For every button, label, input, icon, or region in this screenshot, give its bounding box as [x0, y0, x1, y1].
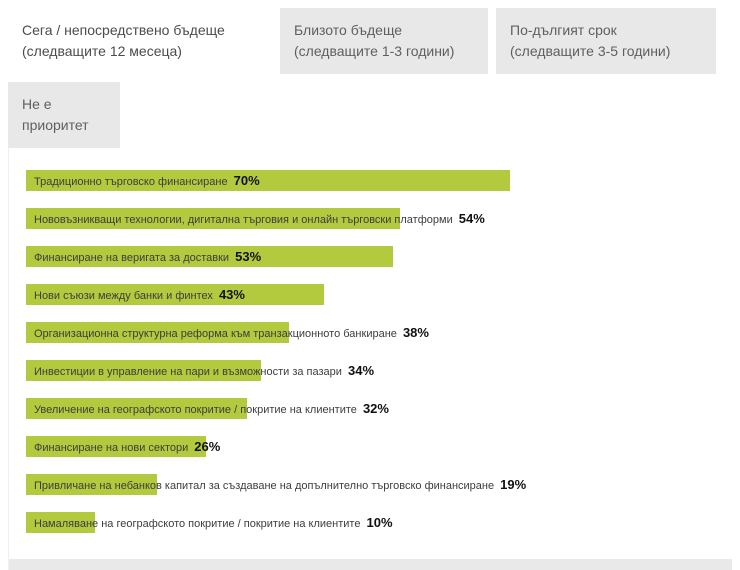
bar-row: Финансиране на веригата за доставки 53% [26, 246, 718, 267]
bar-value: 19% [500, 477, 527, 492]
bar-label: Намаляване на географското покритие / по… [34, 515, 393, 530]
bar [26, 208, 400, 229]
bar-value: 32% [362, 401, 389, 416]
tab-label-line1: Не е [22, 96, 52, 112]
bar-value: 10% [366, 515, 393, 530]
bar-value: 70% [233, 173, 260, 188]
bar [26, 246, 393, 267]
bar-rows: Традиционно търговско финансиране 70% Нов… [26, 170, 718, 533]
tabs-row-1: Сега / непосредствено бъдеще (следващите… [0, 0, 740, 74]
bar-label: Привличане на небанков капитал за създав… [34, 477, 527, 492]
tab-not-a-priority[interactable]: Не е приоритет [8, 82, 120, 148]
bar-value: 34% [348, 363, 375, 378]
bar [26, 360, 262, 381]
tab-label-line1: Сега / непосредствено бъдеще [22, 22, 225, 38]
bar-row: Нови съюзи между банки и финтех 43% [26, 284, 718, 305]
bar-row: Организационна структурна реформа към тр… [26, 322, 718, 343]
bar-label: Увеличение на географското покритие / по… [34, 401, 389, 416]
bar-value: 54% [458, 211, 485, 226]
horizontal-bar-chart: Традиционно търговско финансиране 70% Нов… [8, 148, 732, 570]
tab-label-line2: (следващите 12 месеца) [22, 43, 182, 59]
bar [26, 398, 248, 419]
tab-label-line1: По-дългият срок [510, 22, 617, 38]
bar [26, 436, 206, 457]
bar-row: Привличане на небанков капитал за създав… [26, 474, 718, 495]
tab-label-line2: приоритет [22, 117, 89, 133]
bar-label: Организационна структурна реформа към тр… [34, 325, 429, 340]
bar-label: Нови съюзи между банки и финтех 43% [34, 287, 245, 302]
bar-value: 53% [235, 249, 262, 264]
tab-label-line1: Близото бъдеще [294, 22, 403, 38]
tab-near-future[interactable]: Близото бъдеще (следващите 1-3 години) [280, 8, 488, 74]
bar-row: Увеличение на географското покритие / по… [26, 398, 718, 419]
bar-row: Намаляване на географското покритие / по… [26, 512, 718, 533]
tab-label-line2: (следващите 1-3 години) [294, 43, 455, 59]
tab-longer-term[interactable]: По-дългият срок (следващите 3-5 години) [496, 8, 716, 74]
bar-value: 38% [402, 325, 429, 340]
bar-label: Финансиране на веригата за доставки 53% [34, 249, 262, 264]
bar-label: Нововъзникващи технологии, дигитална тър… [34, 211, 485, 226]
bar-value: 26% [194, 439, 221, 454]
bar-row: Нововъзникващи технологии, дигитална тър… [26, 208, 718, 229]
bar [26, 322, 289, 343]
bar-label: Инвестиции в управление на пари и възмож… [34, 363, 375, 378]
bar [26, 512, 96, 533]
tab-now-immediate-future[interactable]: Сега / непосредствено бъдеще (следващите… [8, 8, 272, 74]
bar [26, 170, 511, 191]
tab-label-line2: (следващите 3-5 години) [510, 43, 671, 59]
bar-label: Финансиране на нови сектори 26% [34, 439, 221, 454]
bar-row: Финансиране на нови сектори 26% [26, 436, 718, 457]
bar-label: Традиционно търговско финансиране 70% [34, 173, 260, 188]
bar-row: Традиционно търговско финансиране 70% [26, 170, 718, 191]
bar [26, 474, 158, 495]
tabs-row-2: Не е приоритет [0, 74, 740, 148]
horizontal-scrollbar-track[interactable] [9, 559, 732, 570]
bar-row: Инвестиции в управление на пари и възмож… [26, 360, 718, 381]
bar [26, 284, 324, 305]
bar-value: 43% [218, 287, 245, 302]
